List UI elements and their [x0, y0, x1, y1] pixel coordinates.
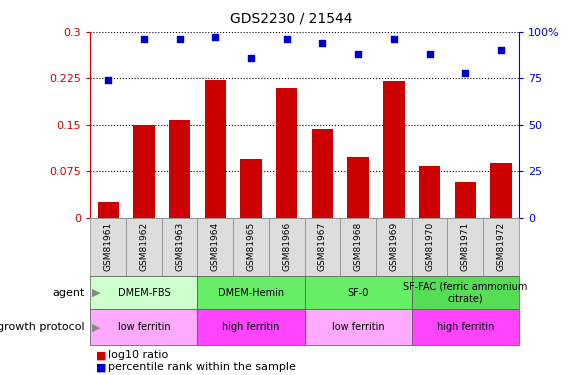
Bar [97, 202, 119, 217]
Text: GSM81972: GSM81972 [497, 222, 505, 271]
Bar [161, 217, 198, 276]
Bar [347, 157, 369, 218]
Bar [304, 309, 412, 345]
Bar [312, 129, 333, 218]
Bar [205, 80, 226, 218]
Bar [269, 217, 304, 276]
Text: SF-0: SF-0 [347, 288, 369, 297]
Bar [490, 163, 512, 218]
Text: GSM81961: GSM81961 [104, 222, 113, 271]
Text: SF-FAC (ferric ammonium
citrate): SF-FAC (ferric ammonium citrate) [403, 282, 528, 303]
Bar [412, 309, 519, 345]
Point [318, 40, 327, 46]
Point [104, 77, 113, 83]
Bar [376, 217, 412, 276]
Bar [126, 217, 161, 276]
Text: GSM81969: GSM81969 [389, 222, 398, 271]
Point [425, 51, 434, 57]
Text: GSM81970: GSM81970 [425, 222, 434, 271]
Text: percentile rank within the sample: percentile rank within the sample [108, 363, 296, 372]
Bar [198, 217, 233, 276]
Text: ▶: ▶ [92, 288, 101, 297]
Bar [383, 81, 405, 218]
Bar [412, 276, 519, 309]
Text: GSM81962: GSM81962 [139, 222, 149, 271]
Bar [198, 309, 304, 345]
Text: GSM81967: GSM81967 [318, 222, 327, 271]
Bar [419, 166, 440, 218]
Bar [304, 217, 340, 276]
Bar [90, 217, 126, 276]
Text: GSM81964: GSM81964 [211, 222, 220, 271]
Bar [240, 159, 262, 218]
Bar [90, 276, 198, 309]
Bar [90, 309, 198, 345]
Bar [198, 276, 304, 309]
Text: high ferritin: high ferritin [222, 322, 280, 332]
Bar [412, 217, 448, 276]
Text: GSM81968: GSM81968 [354, 222, 363, 271]
Text: GSM81963: GSM81963 [175, 222, 184, 271]
Text: log10 ratio: log10 ratio [108, 351, 168, 360]
Text: ■: ■ [96, 351, 107, 360]
Point [353, 51, 363, 57]
Bar [483, 217, 519, 276]
Text: growth protocol: growth protocol [0, 322, 85, 332]
Bar [455, 182, 476, 218]
Text: GSM81966: GSM81966 [282, 222, 292, 271]
Text: DMEM-FBS: DMEM-FBS [118, 288, 170, 297]
Text: DMEM-Hemin: DMEM-Hemin [218, 288, 284, 297]
Text: GSM81965: GSM81965 [247, 222, 255, 271]
Bar [448, 217, 483, 276]
Bar [304, 276, 412, 309]
Text: GSM81971: GSM81971 [461, 222, 470, 271]
Point [175, 36, 184, 42]
Point [139, 36, 149, 42]
Bar [133, 124, 154, 217]
Text: ▶: ▶ [92, 322, 101, 332]
Text: ■: ■ [96, 363, 107, 372]
Bar [169, 120, 190, 218]
Point [461, 70, 470, 76]
Text: agent: agent [52, 288, 85, 297]
Point [247, 55, 256, 61]
Text: GDS2230 / 21544: GDS2230 / 21544 [230, 11, 353, 25]
Point [496, 48, 505, 54]
Text: low ferritin: low ferritin [118, 322, 170, 332]
Bar [233, 217, 269, 276]
Point [210, 34, 220, 40]
Point [282, 36, 292, 42]
Text: high ferritin: high ferritin [437, 322, 494, 332]
Bar [276, 88, 297, 218]
Point [389, 36, 399, 42]
Bar [340, 217, 376, 276]
Text: low ferritin: low ferritin [332, 322, 385, 332]
